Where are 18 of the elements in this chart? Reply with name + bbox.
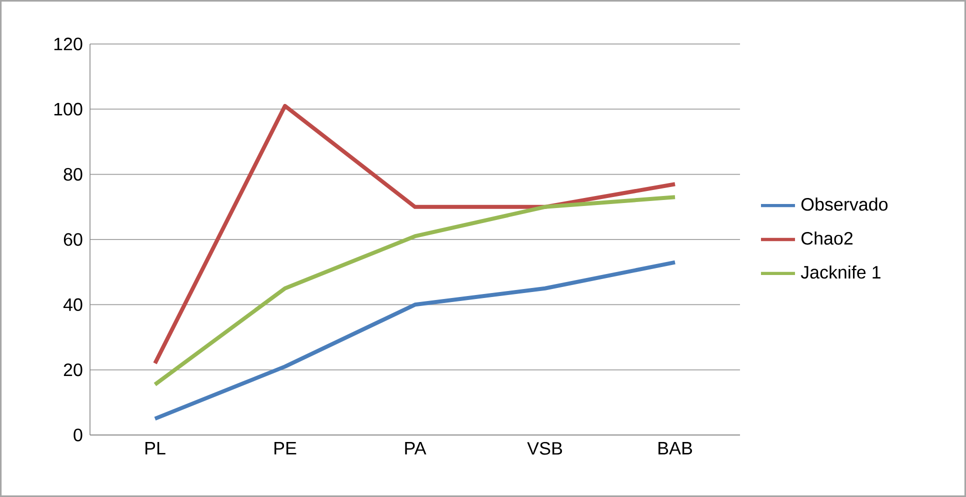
x-tick-label: PL xyxy=(146,442,166,454)
legend-label: Jacknife 1 xyxy=(800,265,880,279)
y-tick-label: 20 xyxy=(64,363,82,376)
x-tick-label: PA xyxy=(405,442,426,454)
y-tick-label: 100 xyxy=(54,102,82,116)
y-tick-label: 120 xyxy=(54,38,82,50)
legend-label: Observado xyxy=(801,198,888,211)
legend-label: Chao2 xyxy=(801,232,853,245)
x-tick-label: BAB xyxy=(658,442,692,454)
line-series xyxy=(153,195,678,386)
y-tick-label: 0 xyxy=(74,428,82,442)
x-tick-label: PE xyxy=(274,442,296,454)
y-tick-label: 40 xyxy=(63,298,82,312)
y-tick-label: 60 xyxy=(64,233,82,246)
y-tick-label: 80 xyxy=(64,168,82,181)
line-series xyxy=(153,104,678,366)
x-tick-label: VSB xyxy=(527,442,562,455)
line-series xyxy=(153,260,678,421)
